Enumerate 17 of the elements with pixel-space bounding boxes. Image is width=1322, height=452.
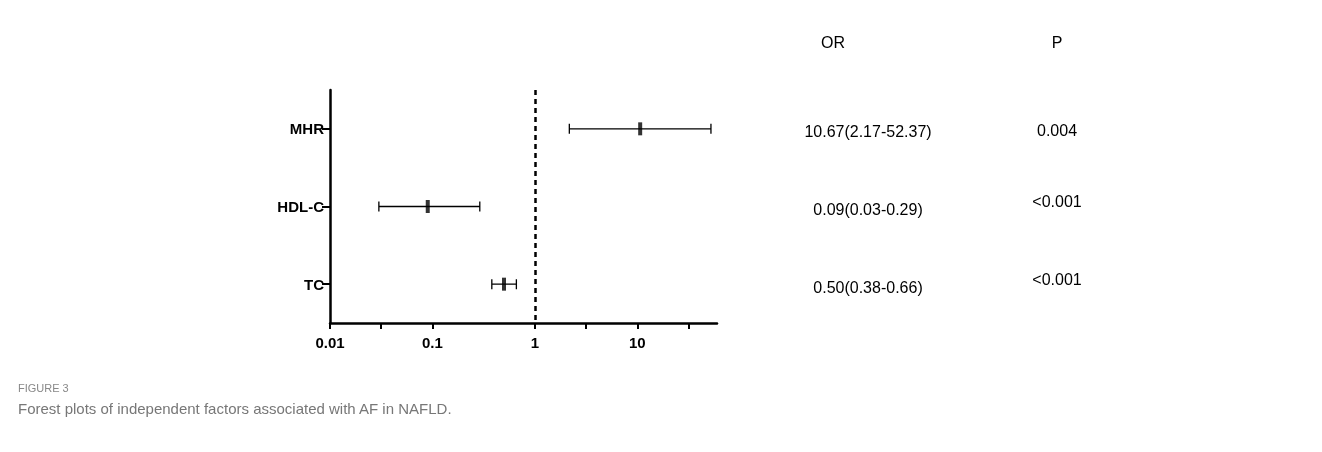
caption: FIGURE 3 xyxy=(18,382,69,394)
y-tick-label: MHR xyxy=(289,120,325,138)
text: OR xyxy=(821,33,845,51)
x-tick-label: 10 xyxy=(628,334,646,351)
text: P xyxy=(1051,33,1063,51)
y-tick-label: HDL-C xyxy=(277,198,325,215)
text: <0.001 xyxy=(1032,270,1082,288)
text: <0.001 xyxy=(1032,193,1082,210)
text: Forest plots of independent factors associated with AF in NAFLD. xyxy=(18,399,452,417)
text: 0.50(0.38-0.66) xyxy=(813,278,923,296)
text: 0.09(0.03-0.29) xyxy=(813,201,923,218)
text: 0.004 xyxy=(1036,122,1078,140)
x-tick-label: 1 xyxy=(530,334,540,351)
x-tick-label: 0.01 xyxy=(315,334,345,351)
x-tick-label: 0.1 xyxy=(422,334,443,351)
text: 10.67(2.17-52.37) xyxy=(804,123,932,141)
y-tick-label: TC xyxy=(304,275,325,293)
